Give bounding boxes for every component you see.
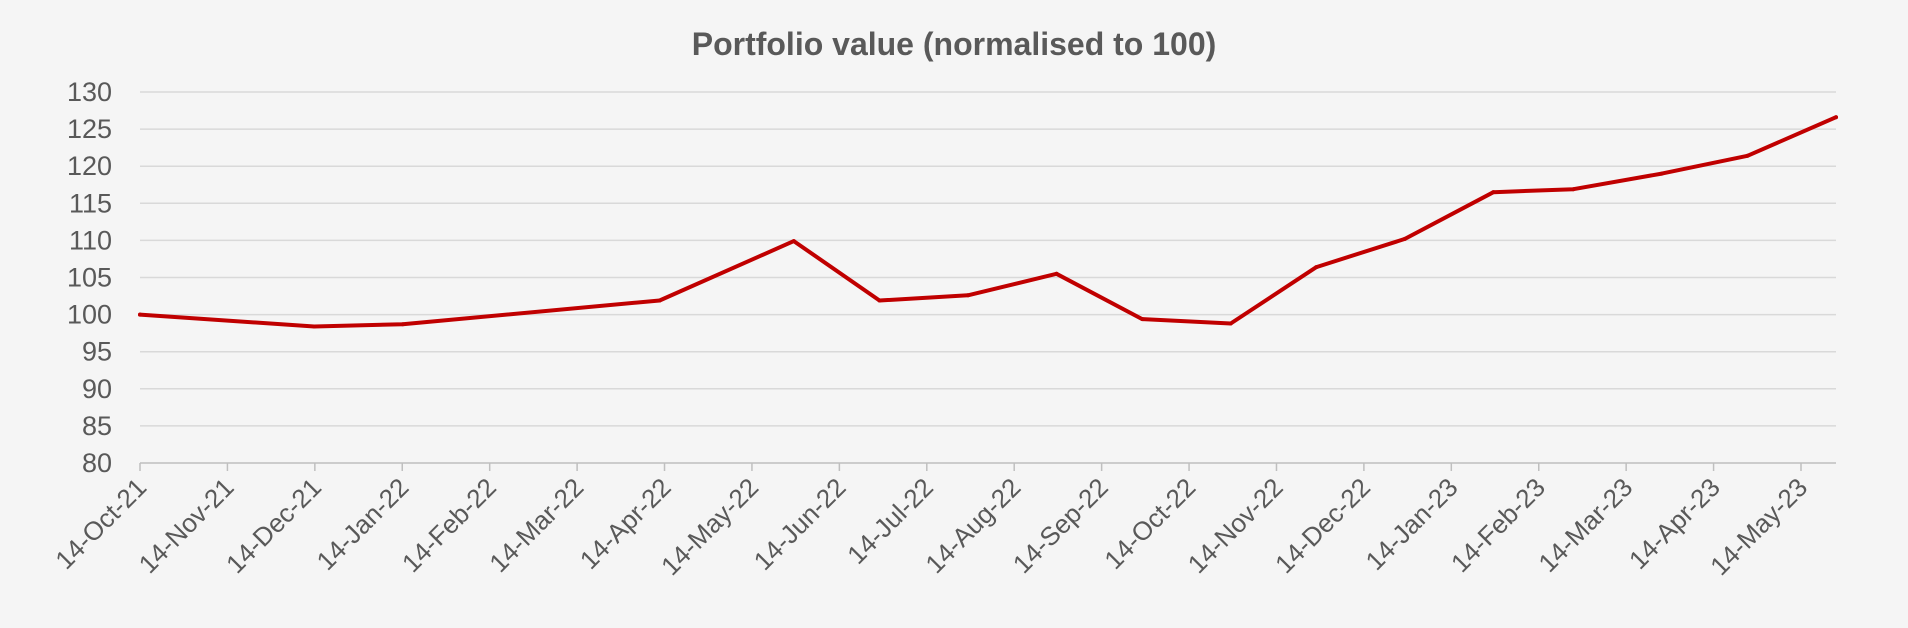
y-tick-label: 100 [67,300,112,330]
chart-title: Portfolio value (normalised to 100) [691,26,1217,62]
data-point [1745,153,1750,158]
series-line [138,115,1838,329]
y-tick-label: 130 [67,77,112,107]
x-tick-label: 14-Dec-22 [1269,472,1376,579]
y-tick-label: 110 [69,225,112,255]
grid [140,91,1836,464]
x-tick-label: 14-Mar-22 [483,472,589,578]
data-point [400,322,405,327]
data-point [791,239,796,244]
data-point [1314,265,1319,270]
x-tick-label: 14-Jun-22 [748,472,852,576]
y-tick-label: 85 [82,411,112,441]
data-point [1228,321,1233,326]
series-layer [138,115,1838,329]
y-tick-label: 90 [82,374,112,404]
x-tick-label: 14-Aug-22 [919,472,1026,579]
x-axis: 14-Oct-2114-Nov-2114-Dec-2114-Jan-2214-F… [49,463,1813,581]
data-point [1659,171,1664,176]
data-point [1571,187,1576,192]
data-point [138,312,142,317]
x-tick-label: 14-Feb-23 [1445,472,1551,578]
data-point [1491,190,1496,195]
x-tick-label: 14-Feb-22 [396,472,502,578]
data-point [1140,317,1145,322]
x-tick-label: 14-Mar-23 [1532,472,1638,578]
x-tick-label: 14-Nov-22 [1182,472,1289,579]
data-point [657,298,662,303]
data-point [1402,236,1407,241]
data-point [1054,271,1059,276]
data-point [1834,115,1838,120]
data-point [966,293,971,298]
y-tick-label: 115 [69,188,112,218]
y-tick-label: 95 [82,337,112,367]
y-tick-label: 80 [82,448,112,478]
y-tick-label: 105 [67,263,112,293]
x-tick-label: 14-Sep-22 [1007,472,1114,579]
y-tick-label: 120 [67,151,112,181]
data-point [877,298,882,303]
y-axis-labels: 80 85 90 95 100 105 110 115 120 125 130 [67,77,112,478]
data-point [312,324,317,329]
y-tick-label: 125 [67,114,112,144]
x-tick-label: 14-Nov-21 [133,472,240,579]
x-tick-label: 14-Dec-21 [220,472,327,579]
